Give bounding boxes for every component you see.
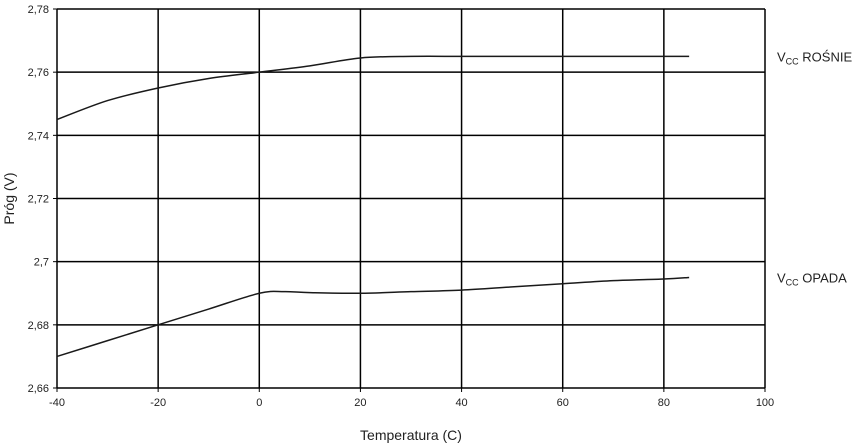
x-tick-label: 80 bbox=[658, 397, 670, 409]
y-tick-labels: 2,66 2,68 2,7 2,72 2,74 2,76 2,78 bbox=[28, 4, 49, 395]
x-tick-label: -20 bbox=[150, 397, 166, 409]
series-label-1: VCC ROŚNIE bbox=[777, 49, 852, 66]
x-tick-labels: -40 -20 0 20 40 60 80 100 bbox=[49, 397, 774, 409]
series-lines bbox=[56, 55, 690, 358]
y-tick-label: 2,72 bbox=[28, 194, 49, 206]
x-tick-label: 0 bbox=[256, 397, 262, 409]
y-tick-label: 2,68 bbox=[28, 320, 49, 332]
x-tick-label: 60 bbox=[557, 397, 569, 409]
series-label-2: VCC OPADA bbox=[777, 270, 847, 287]
grid bbox=[53, 8, 766, 392]
y-axis-title: Próg (V) bbox=[1, 172, 17, 224]
x-tick-label: 100 bbox=[756, 397, 774, 409]
x-tick-label: 40 bbox=[455, 397, 467, 409]
y-tick-label: 2,78 bbox=[28, 4, 49, 16]
series-line-2 bbox=[56, 276, 690, 358]
x-tick-label: -40 bbox=[49, 397, 65, 409]
x-tick-label: 20 bbox=[354, 397, 366, 409]
y-tick-label: 2,74 bbox=[28, 130, 49, 142]
series-line-1 bbox=[56, 55, 690, 121]
y-tick-label: 2,7 bbox=[34, 257, 49, 269]
y-tick-label: 2,66 bbox=[28, 383, 49, 395]
y-tick-label: 2,76 bbox=[28, 67, 49, 79]
x-axis-title: Temperatura (C) bbox=[360, 427, 462, 443]
series-labels: VCC ROŚNIE VCC OPADA bbox=[777, 49, 852, 287]
